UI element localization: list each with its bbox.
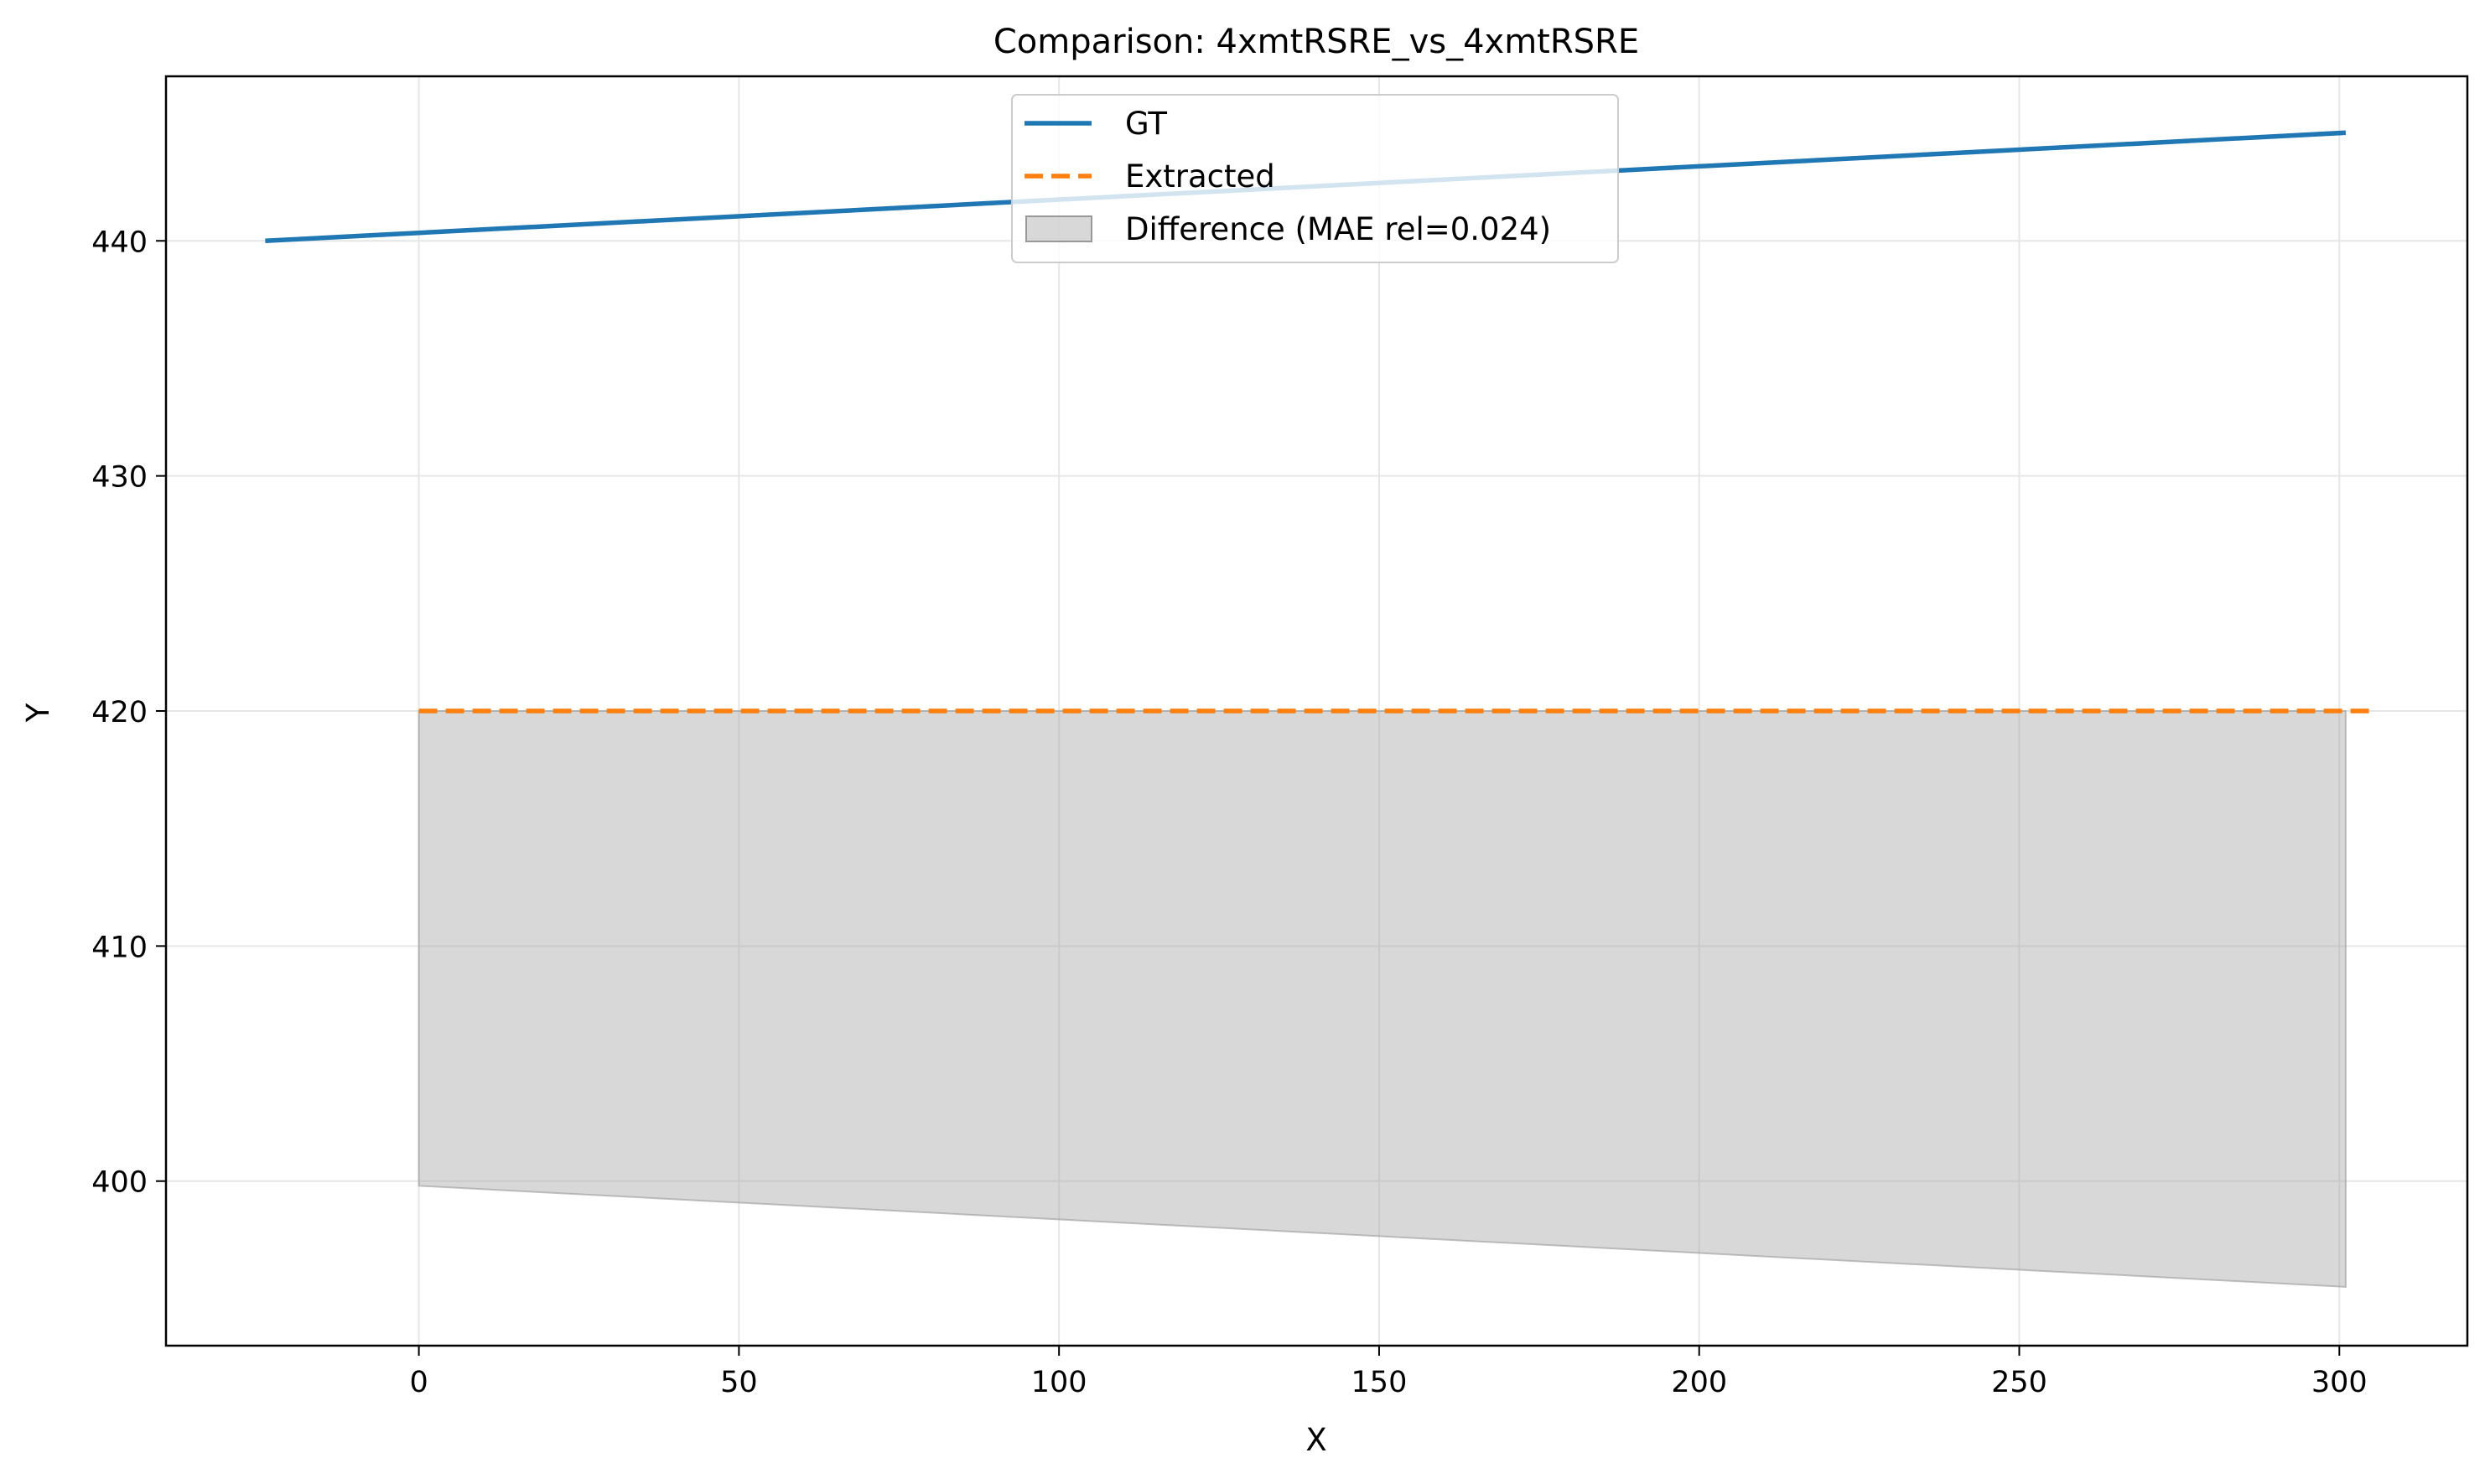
legend-box [1011, 94, 1619, 263]
y-axis-label: Y [20, 703, 56, 723]
y-tick-label: 400 [91, 1166, 148, 1200]
legend: GT Extracted Difference (MAE rel=0.024) [1011, 94, 1619, 263]
legend-label-extracted: Extracted [1125, 158, 1275, 195]
legend-label-gt: GT [1125, 106, 1167, 142]
difference-area-layer [418, 710, 2347, 1288]
x-axis-label: X [1305, 1422, 1326, 1458]
legend-handle-difference [1025, 215, 1092, 242]
x-tick-label: 50 [720, 1366, 758, 1399]
chart-title: Comparison: 4xmtRSRE_vs_4xmtRSRE [993, 23, 1639, 61]
axis-ticks: 0 50 100 150 200 250 300 400 410 420 430 440 [91, 226, 2368, 1399]
y-tick-label: 440 [91, 226, 148, 259]
x-tick-label: 150 [1351, 1366, 1408, 1399]
x-tick-label: 200 [1671, 1366, 1727, 1399]
y-tick-label: 410 [91, 931, 148, 964]
difference-area [418, 710, 2347, 1288]
x-tick-label: 100 [1031, 1366, 1087, 1399]
legend-label-difference: Difference (MAE rel=0.024) [1125, 211, 1551, 247]
y-tick-label: 430 [91, 461, 148, 495]
y-tick-label: 420 [91, 696, 148, 729]
x-tick-label: 250 [1991, 1366, 2047, 1399]
x-tick-label: 0 [409, 1366, 428, 1399]
x-tick-label: 300 [2311, 1366, 2368, 1399]
